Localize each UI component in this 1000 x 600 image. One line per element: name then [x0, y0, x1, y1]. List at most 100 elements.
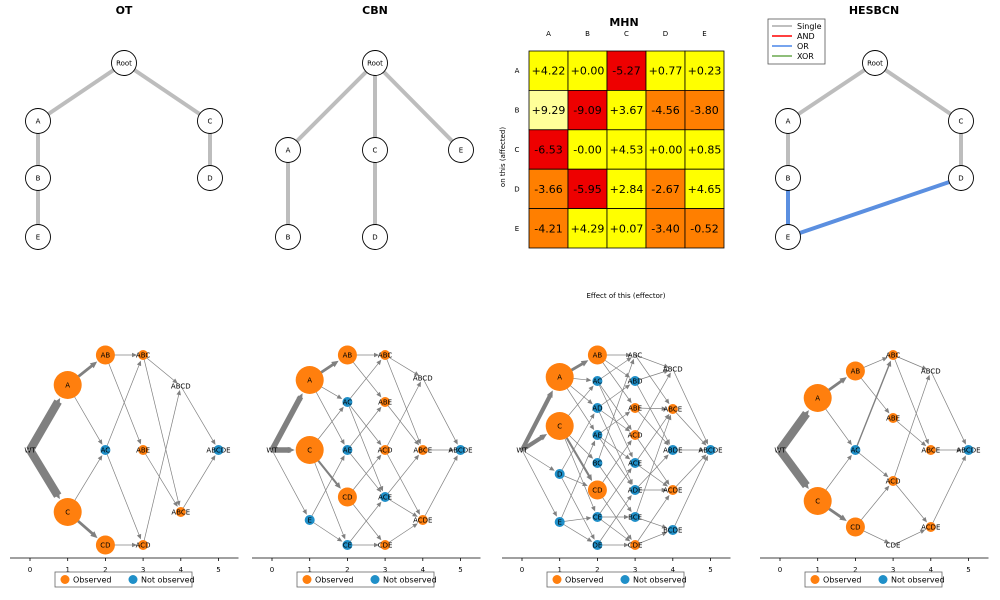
mhn-col-label: B: [585, 30, 590, 38]
state-label: AB: [851, 368, 861, 376]
cbn-state-cde: CDE: [378, 540, 392, 550]
mhn-cell: [567, 168, 608, 209]
edge-line: [855, 449, 887, 476]
edge-arrowhead: [376, 359, 382, 366]
axis-tick-label: 1: [307, 566, 311, 574]
ot-state-abce: ABCE: [171, 507, 190, 517]
state-marker: [304, 515, 315, 525]
hesbcn-state-ab: AB: [845, 361, 865, 381]
edge-arrowhead: [334, 482, 341, 489]
state-label: ACDE: [663, 487, 682, 495]
mhn-edge-wt-e: [521, 449, 557, 517]
hesbcn-edge-abc-abce: [892, 354, 929, 445]
state-marker: [554, 469, 565, 479]
state-label: CD: [850, 524, 860, 532]
not-observed-label: Not observed: [141, 576, 195, 585]
mhn-edge-bc-bce: [597, 462, 632, 513]
hesbcn-state-abcde: ABCDE: [956, 445, 981, 455]
state-label: ABCE: [413, 447, 432, 455]
mhn-edge-ae-ace: [597, 434, 631, 460]
axis-tick-label: 5: [216, 566, 220, 574]
hesbcn-edge-ac-abc: [854, 360, 892, 451]
state-label: AE: [593, 432, 602, 440]
ot-state-abcde: ABCDE: [206, 445, 231, 455]
edge-arrowhead: [664, 494, 670, 501]
edge-line: [347, 401, 383, 489]
state-label: ACD: [378, 447, 393, 455]
edge-arrowhead: [376, 501, 382, 508]
edge-arrowhead: [376, 534, 382, 541]
mhn-cell-value: +4.53: [610, 144, 644, 157]
edge-arrowhead: [666, 372, 671, 379]
ot-node-label: Root: [116, 60, 132, 68]
mhn-x-axis: 0 1 2 3 4 5: [502, 557, 731, 574]
hesbcn-node-label: B: [786, 175, 791, 183]
edge-arrowhead: [624, 514, 630, 520]
state-marker: [587, 480, 607, 500]
edge-arrowhead: [586, 537, 593, 542]
edge-line: [142, 354, 180, 504]
state-label: ABE: [378, 399, 392, 407]
mhn-state-ade: ADE: [628, 485, 642, 495]
ot-node-label: C: [208, 118, 213, 126]
ot-node-circle: [25, 108, 51, 134]
ot-edge-abc-abcd: [142, 354, 178, 384]
edge-line: [521, 449, 556, 515]
edge-arrowhead: [552, 511, 557, 517]
ot-node-e: E: [25, 224, 51, 250]
axis-tick-label: 4: [671, 566, 676, 574]
edge-arrowhead: [886, 360, 892, 367]
edge-arrowhead: [210, 455, 216, 461]
ot-state-acd: ACD: [136, 540, 151, 550]
state-marker: [963, 445, 974, 455]
mhn-cell: [645, 129, 686, 170]
edge-arrowhead: [626, 352, 632, 358]
cbn-state-ce: CE: [342, 540, 353, 550]
edge-line: [597, 442, 631, 491]
cbn-edge-abcd-abcde: [422, 377, 458, 445]
mhn-cell-value: -0.52: [690, 222, 718, 235]
state-label: ABCDE: [448, 447, 472, 455]
ot-state-ab: AB: [95, 345, 115, 365]
edge-arrowhead: [919, 529, 926, 534]
legend-label-or: OR: [797, 42, 809, 51]
edge-arrowhead: [413, 371, 420, 376]
state-marker: [630, 540, 641, 550]
cbn-edge-ae-ace: [347, 449, 382, 493]
mhn-edge-wt-a: [520, 390, 553, 451]
mhn-row-label: D: [514, 185, 519, 193]
mhn-state-d: D: [554, 469, 565, 479]
hesbcn-state-acd: ACD: [886, 476, 901, 486]
mhn-edge-abe-abde: [634, 407, 669, 446]
ot-node-a: A: [25, 108, 51, 134]
not-observed-label: Not observed: [633, 576, 687, 585]
state-label: ABDE: [663, 447, 682, 455]
mhn-heatmap: A B C D E A B C D E +4.22 +0.00 -5.27 +0.77 +0.23 +9.29…: [514, 30, 725, 249]
hesbcn-node-label: E: [786, 234, 790, 242]
mhn-edge-ce-ace: [597, 467, 632, 518]
ot-tree: Root A C B D E: [25, 50, 223, 250]
mhn-state-ab: AB: [587, 345, 607, 365]
mhn-edge-wt-c: [520, 434, 548, 452]
ot-edge-abcd-abcde: [180, 385, 216, 445]
mhn-state-ad: AD: [592, 403, 602, 413]
state-label: AB: [101, 352, 111, 360]
mhn-cell: [606, 90, 647, 131]
state-label: ABCE: [663, 406, 682, 414]
ot-node-b: B: [25, 165, 51, 191]
mhn-cell-value: +0.85: [688, 144, 722, 157]
edge-arrowhead: [701, 454, 707, 460]
edge-arrowhead: [412, 523, 418, 529]
edge-arrowhead: [661, 524, 668, 529]
cbn-node-circle: [448, 137, 474, 163]
hesbcn-edge-root-c: [873, 61, 963, 123]
mhn-state-cde: CDE: [628, 540, 642, 550]
state-label: CE: [593, 514, 602, 522]
state-label: ABCE: [921, 447, 940, 455]
state-marker: [295, 366, 324, 394]
mhn-edge-cde-bcde: [634, 531, 668, 546]
state-marker: [554, 517, 565, 527]
edge-line: [892, 377, 929, 482]
edge-arrowhead: [847, 439, 852, 446]
state-label: E: [307, 517, 311, 525]
